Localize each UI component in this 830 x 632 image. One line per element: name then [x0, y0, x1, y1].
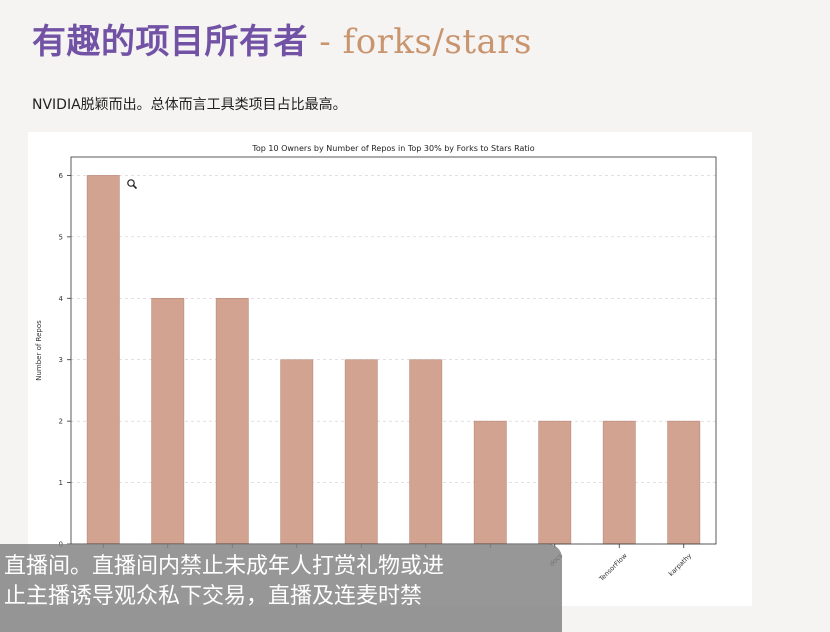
- bar: [344, 359, 378, 545]
- slide-title-en: forks/stars: [342, 22, 533, 62]
- x-tick-label: karpathy: [667, 552, 693, 578]
- slide-title-sep: -: [308, 22, 343, 62]
- y-tick-label: 4: [59, 295, 64, 303]
- y-tick-label: 5: [59, 233, 63, 241]
- bar: [151, 297, 185, 545]
- zoom-icon-handle: [132, 184, 138, 190]
- slide-title: 有趣的项目所有者 - forks/stars: [32, 14, 532, 63]
- slide-subtitle: NVIDIA脱颖而出。总体而言工具类项目占比最高。: [32, 97, 347, 113]
- bar: [86, 175, 120, 545]
- bar-chart: Top 10 Owners by Number of Repos in Top …: [35, 144, 717, 583]
- slide-title-cn: 有趣的项目所有者: [32, 22, 308, 62]
- chart-title: Top 10 Owners by Number of Repos in Top …: [251, 144, 534, 153]
- bar: [538, 420, 572, 545]
- caption-line-2: 止主播诱导观众私下交易，直播及连麦时禁: [4, 584, 423, 609]
- bar: [473, 420, 507, 545]
- bar: [280, 359, 314, 545]
- y-tick-label: 2: [59, 418, 63, 426]
- y-tick-label: 3: [59, 356, 63, 364]
- x-tick-label: TensorFlow: [597, 551, 629, 583]
- y-tick-label: 6: [59, 172, 64, 180]
- bar: [602, 420, 636, 545]
- live-caption-overlay: 直播间。直播间内禁止未成年人打赏礼物或进 止主播诱导观众私下交易，直播及连麦时禁: [0, 544, 562, 632]
- bar: [667, 420, 701, 545]
- bar: [409, 359, 443, 545]
- caption-line-1: 直播间。直播间内禁止未成年人打赏礼物或进: [4, 554, 445, 579]
- chart-figure: Top 10 Owners by Number of Repos in Top …: [28, 132, 752, 606]
- y-tick-label: 1: [59, 479, 63, 487]
- zoom-icon: [127, 179, 135, 187]
- bar: [215, 297, 249, 545]
- y-axis-label: Number of Repos: [35, 320, 43, 381]
